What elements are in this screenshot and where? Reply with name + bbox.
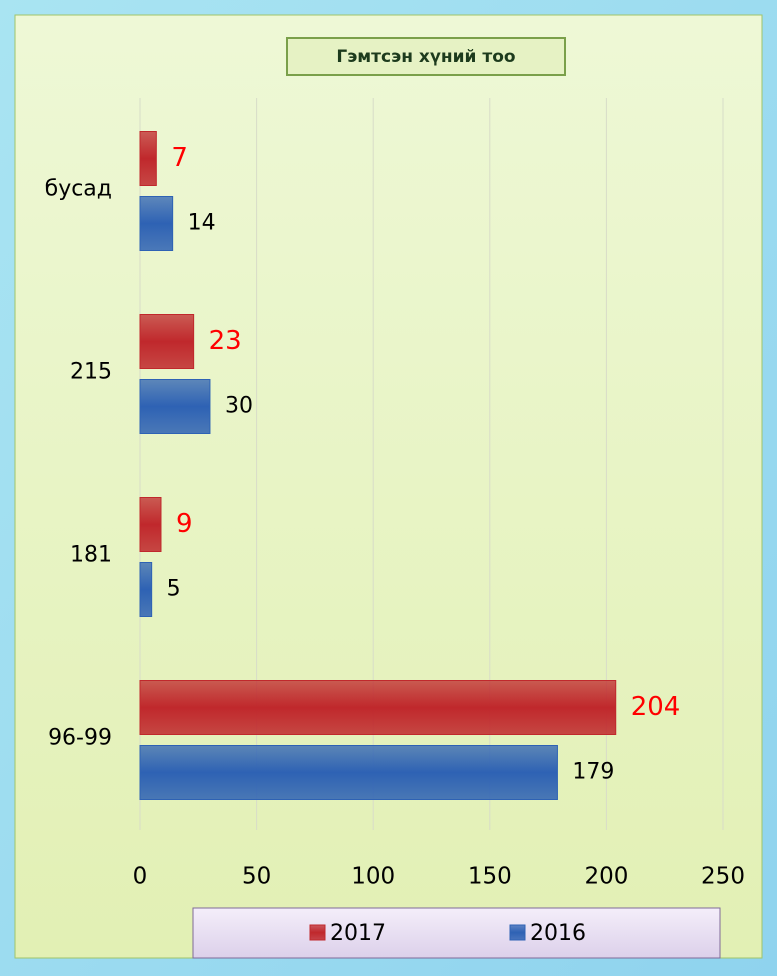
bar (139, 680, 617, 735)
x-tick-label: 0 (133, 864, 148, 890)
chart-title: Гэмтсэн хүний тоо (336, 47, 515, 67)
y-tick-label: 96-99 (48, 726, 112, 751)
bar (139, 562, 153, 617)
data-label: 5 (167, 577, 181, 602)
x-tick-label: 100 (351, 864, 395, 890)
data-label: 14 (188, 211, 216, 236)
data-label: 179 (572, 760, 614, 785)
legend-box (192, 907, 721, 959)
data-label: 7 (171, 143, 188, 173)
bar (139, 196, 174, 251)
legend-label: 2016 (530, 921, 586, 946)
y-tick-label: бусад (45, 177, 112, 202)
legend-swatch (309, 924, 326, 941)
legend-swatch (509, 924, 526, 941)
bar (139, 379, 211, 434)
y-tick-label: 215 (70, 360, 112, 385)
bar (139, 497, 162, 552)
data-label: 204 (631, 692, 681, 722)
x-tick-label: 250 (701, 864, 745, 890)
panel (14, 14, 763, 959)
data-label: 23 (209, 326, 242, 356)
bar (139, 745, 558, 800)
x-tick-label: 50 (242, 864, 271, 890)
bar (139, 314, 195, 369)
legend-label: 2017 (330, 921, 386, 946)
data-label: 30 (225, 394, 253, 419)
y-tick-label: 181 (70, 543, 112, 568)
data-label: 9 (176, 509, 193, 539)
x-tick-label: 200 (584, 864, 628, 890)
title-box (286, 37, 566, 76)
x-tick-label: 150 (468, 864, 512, 890)
bar (139, 131, 157, 186)
